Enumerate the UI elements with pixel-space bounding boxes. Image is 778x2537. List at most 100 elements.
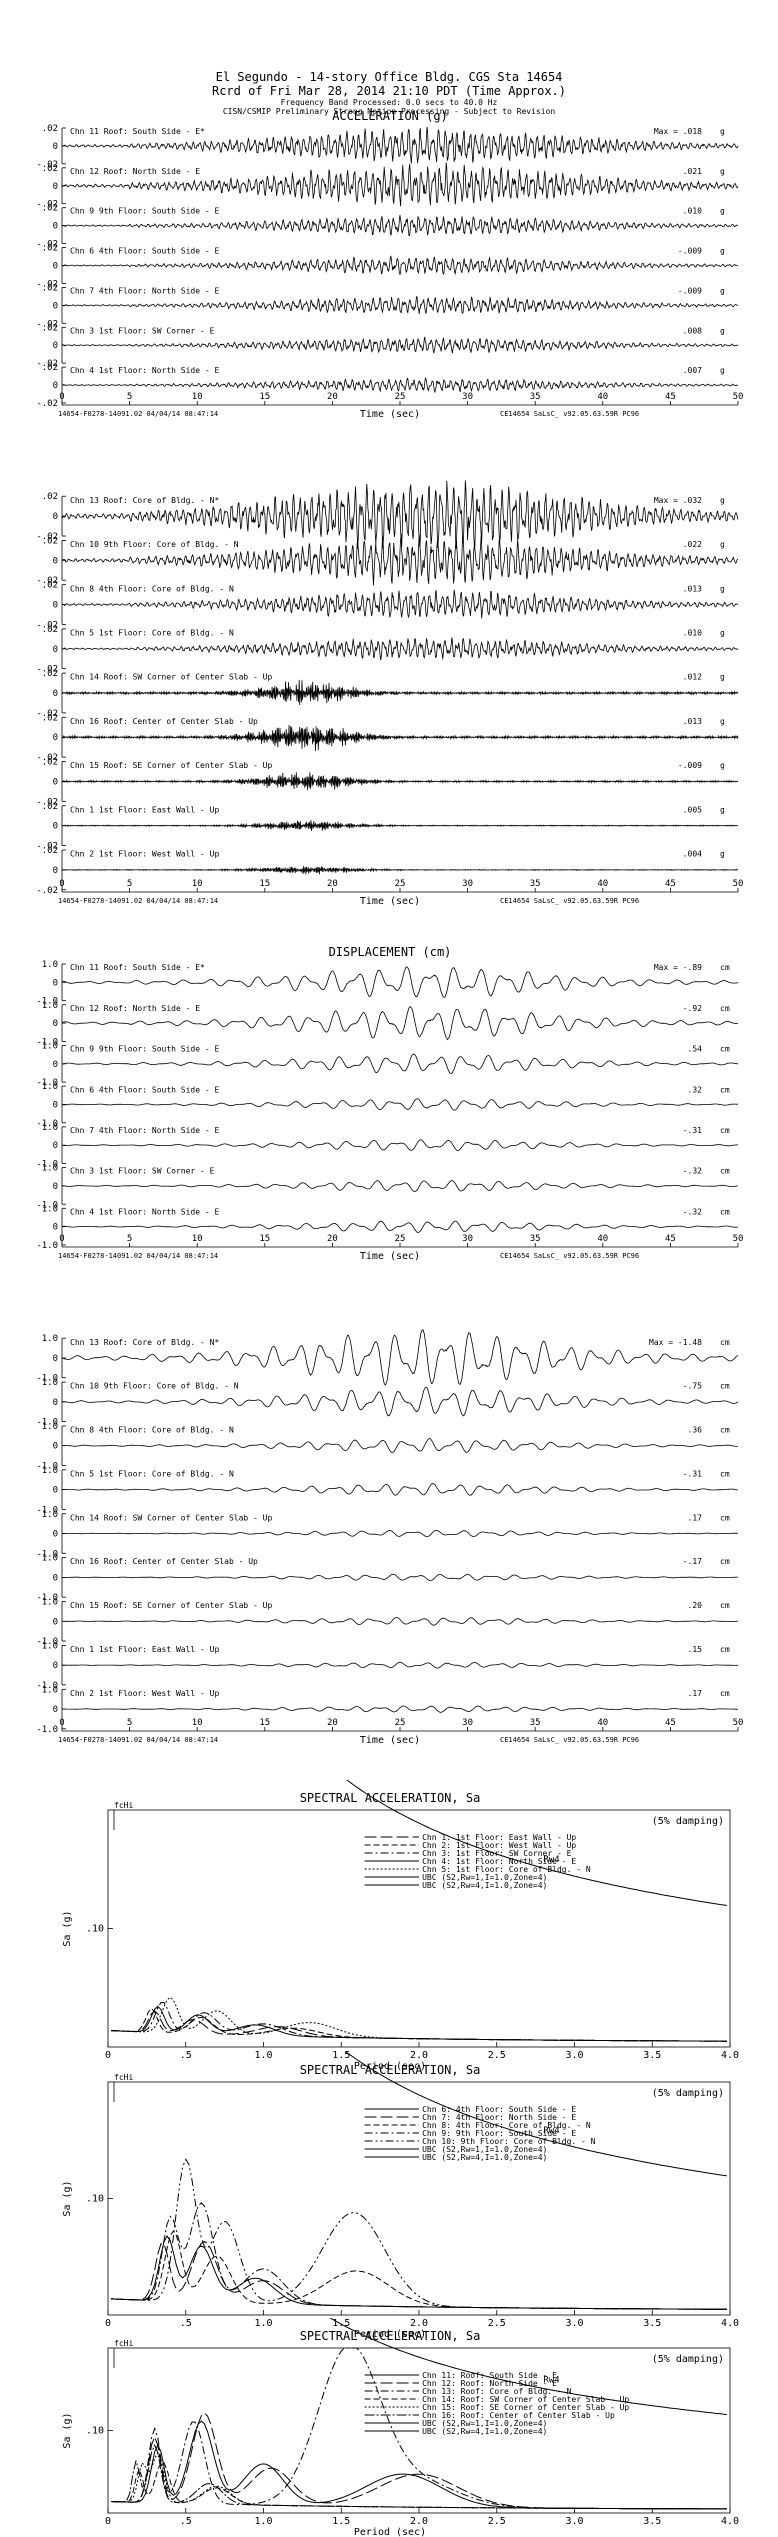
y-tick-label: -1.0 [36, 1505, 58, 1515]
y-tick-label: .02 [42, 124, 58, 134]
channel-trace: 1.0 0 -1.0 Chn 3 1st Floor: SW Corner - E -.… [36, 1164, 739, 1210]
channel-max-value: -.75 [683, 1382, 702, 1391]
channel-label: Chn 6 4th Floor: South Side - E [70, 247, 219, 256]
y-tick-label: 1.0 [42, 960, 58, 970]
y-tick-label: .02 [42, 204, 58, 214]
x-tick-label: 2.5 [488, 2050, 506, 2061]
spectral-panel: SPECTRAL ACCELERATION, Sa (5% damping) fcH… [62, 2318, 739, 2537]
y-tick-label: 1.0 [42, 1204, 58, 1214]
trace-line [61, 533, 739, 586]
y-tick-label: -.02 [36, 160, 58, 170]
channel-trace: .02 0 -.02 Chn 7 4th Floor: North Side - E -… [36, 283, 738, 329]
spectrum-title: SPECTRAL ACCELERATION, Sa [300, 2063, 481, 2077]
y-axis-label: Sa (g) [62, 2180, 73, 2216]
channel-trace: .02 0 -.02 Chn 6 4th Floor: South Side - E -… [36, 244, 739, 289]
y-tick-label: .02 [42, 669, 58, 679]
y-tick-label: 0 [53, 1661, 58, 1671]
y-tick-label: .02 [42, 164, 58, 174]
spectrum-line [111, 2452, 727, 2510]
x-tick-label: 10 [192, 1718, 203, 1728]
channel-max-value: -.009 [678, 761, 702, 770]
panel-title: DISPLACEMENT (cm) [329, 945, 452, 959]
channel-label: Chn 6 4th Floor: South Side - E [70, 1085, 219, 1094]
x-tick-label: 30 [462, 1234, 473, 1244]
y-tick-label: .10 [86, 2194, 104, 2205]
spectrum-title: SPECTRAL ACCELERATION, Sa [300, 2329, 481, 2343]
x-tick-label: 15 [259, 1234, 270, 1244]
channel-label: Chn 2 1st Floor: West Wall - Up [70, 850, 219, 859]
channel-label: Chn 11 Roof: South Side - E* [70, 127, 205, 136]
channel-trace: .02 0 -.02 Chn 5 1st Floor: Core of Bldg. -… [36, 625, 739, 675]
footer-left: 14654-F0278-14091.02 04/04/14 08:47:14 [58, 410, 218, 418]
channel-max-value: -.17 [683, 1557, 702, 1566]
panel-title: ACCELERATION (g) [332, 109, 448, 123]
y-tick-label: .10 [86, 2426, 104, 2437]
x-tick-label: 30 [462, 1718, 473, 1728]
channel-max-value: -.009 [678, 247, 702, 256]
trace-line [61, 295, 738, 315]
y-tick-label: -.02 [36, 532, 58, 542]
channel-max-value: .32 [688, 1085, 703, 1094]
y-axis-label: Sa (g) [62, 1910, 73, 1946]
y-tick-label: .02 [42, 713, 58, 723]
x-tick-label: .5 [180, 2050, 192, 2061]
trace-line [61, 772, 739, 790]
channel-unit: g [720, 207, 725, 216]
y-tick-label: -1.0 [36, 997, 58, 1007]
channel-max-value: Max = -.89 [654, 963, 702, 972]
y-tick-label: 0 [53, 301, 58, 311]
channel-trace: .02 0 -.02 Chn 16 Roof: Center of Center Sl… [36, 713, 739, 763]
trace-line [62, 1098, 739, 1111]
x-tick-label: 25 [395, 392, 406, 402]
y-tick-label: 0 [53, 1705, 58, 1715]
x-tick-label: .5 [180, 2318, 192, 2329]
x-tick-label: 45 [665, 1718, 676, 1728]
y-tick-label: 0 [53, 142, 58, 152]
legend-entry: Chn 16: Roof: Center of Center Slab - Up [422, 2411, 615, 2420]
channel-label: Chn 16 Roof: Center of Center Slab - Up [70, 717, 258, 726]
x-tick-label: 1.0 [254, 2318, 272, 2329]
trace-line [61, 480, 739, 550]
channel-max-value: .010 [683, 207, 702, 216]
channel-unit: cm [720, 1513, 730, 1522]
y-tick-label: .02 [42, 625, 58, 635]
channel-unit: cm [720, 1085, 730, 1094]
x-tick-label: 0 [105, 2318, 111, 2329]
channel-label: Chn 15 Roof: SE Corner of Center Slab - … [70, 761, 272, 770]
channel-label: Chn 12 Roof: North Side - E [70, 1004, 200, 1013]
y-tick-label: 1.0 [42, 1001, 58, 1011]
y-tick-label: 1.0 [42, 1041, 58, 1051]
x-tick-label: 0 [59, 392, 64, 402]
y-tick-label: .02 [42, 581, 58, 591]
y-axis-label: Sa (g) [62, 2412, 73, 2448]
y-tick-label: .02 [42, 323, 58, 333]
x-tick-label: 20 [327, 1234, 338, 1244]
legend-entry: Chn 7: 4th Floor: North Side - E [422, 2113, 576, 2122]
x-tick-label: 1.5 [332, 2318, 350, 2329]
channel-max-value: .17 [688, 1689, 703, 1698]
y-tick-label: 0 [53, 1101, 58, 1111]
channel-label: Chn 16 Roof: Center of Center Slab - Up [70, 1557, 258, 1566]
damping-note: (5% damping) [652, 1816, 724, 1827]
x-tick-label: 3.5 [643, 2050, 661, 2061]
x-tick-label: 3.0 [565, 2516, 583, 2527]
channel-trace: 1.0 0 -1.0 Chn 16 Roof: Center of Center Sl… [36, 1554, 739, 1603]
channel-max-value: .005 [683, 805, 702, 814]
legend-entry: Chn 12: Roof: North Side - E [422, 2379, 557, 2388]
x-tick-label: 15 [259, 392, 270, 402]
trace-line [61, 215, 739, 237]
spectrum-line [111, 2412, 727, 2510]
x-tick-label: 2.5 [488, 2318, 506, 2329]
channel-trace: .02 0 -.02 Chn 12 Roof: North Side - E .021 g [36, 162, 739, 210]
y-tick-label: 1.0 [42, 1466, 58, 1476]
channel-trace: 1.0 0 -1.0 Chn 12 Roof: North Side - E -.92 c… [36, 1001, 739, 1047]
x-tick-label: 0 [105, 2516, 111, 2527]
channel-unit: g [720, 584, 725, 593]
channel-label: Chn 4 1st Floor: North Side - E [70, 1207, 219, 1216]
channel-label: Chn 10 9th Floor: Core of Bldg. - N [70, 1382, 239, 1391]
channel-label: Chn 10 9th Floor: Core of Bldg. - N [70, 540, 239, 549]
x-tick-label: 0 [59, 1234, 64, 1244]
channel-label: Chn 5 1st Floor: Core of Bldg. - N [70, 629, 234, 638]
